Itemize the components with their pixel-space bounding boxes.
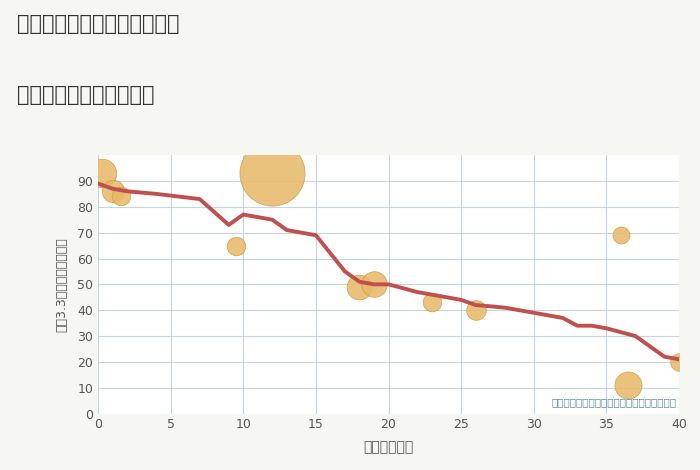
Text: 築年数別中古戸建て価格: 築年数別中古戸建て価格 bbox=[18, 85, 155, 105]
Point bbox=[230, 242, 241, 249]
Point bbox=[267, 169, 278, 177]
Point bbox=[470, 306, 482, 314]
Point bbox=[615, 231, 626, 239]
Y-axis label: 坪（3.3㎡）単価（万円）: 坪（3.3㎡）単価（万円） bbox=[56, 237, 69, 332]
Point bbox=[354, 283, 365, 290]
X-axis label: 築年数（年）: 築年数（年） bbox=[363, 440, 414, 454]
Point bbox=[368, 281, 379, 288]
Point bbox=[673, 358, 685, 366]
Text: 福岡県北九州市戸畑区浅生の: 福岡県北九州市戸畑区浅生の bbox=[18, 14, 180, 34]
Point bbox=[622, 382, 634, 389]
Point bbox=[107, 188, 118, 195]
Point bbox=[97, 169, 108, 177]
Point bbox=[426, 299, 438, 306]
Point bbox=[116, 193, 127, 200]
Text: 円の大きさは、取引のあった物件面積を示す: 円の大きさは、取引のあった物件面積を示す bbox=[551, 397, 676, 407]
